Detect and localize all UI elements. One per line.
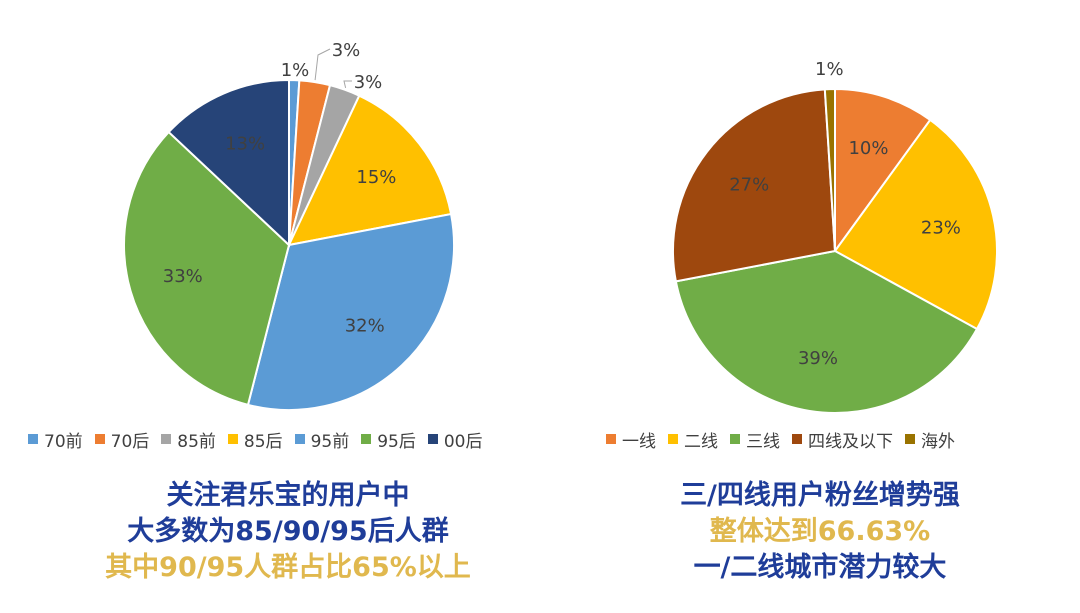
legend-item-0-6: 00后 [427, 427, 483, 452]
legend-swatch [227, 434, 238, 444]
legend-label: 四线及以下 [808, 431, 893, 452]
slice-label-1-4: 1% [815, 59, 844, 80]
legend-label: 95前 [310, 431, 350, 452]
legend-swatch [730, 434, 740, 444]
legend-label: 95后 [377, 431, 416, 452]
pie-slice-0-4 [246, 212, 456, 411]
pie-chart-city-tiers: 10% 23% 39% 27% 1% [672, 59, 998, 414]
legend-swatch [606, 434, 616, 444]
legend-item-0-2: 85前 [161, 427, 216, 452]
pie-slice-0-5 [123, 130, 291, 407]
legend-swatch [28, 434, 38, 444]
legend-city-tiers: 一线 二线 三线 四线及以下 海外 [606, 427, 955, 452]
legend-label: 三线 [746, 431, 780, 452]
pie-slice-1-3 [672, 88, 837, 283]
legend-swatch [361, 434, 372, 444]
legend-label: 70后 [110, 431, 150, 452]
legend-item-1-0: 一线 [606, 427, 656, 452]
caption-right: 三/四线用户粉丝增势强 整体达到66.63% 一/二线城市潜力较大 [590, 478, 1050, 586]
caption-right-line-3: 一/二线城市潜力较大 [693, 552, 947, 583]
legend-item-1-3: 四线及以下 [792, 427, 893, 452]
legend-label: 一线 [622, 431, 656, 452]
caption-left-line-3: 其中90/95人群占比65%以上 [105, 552, 471, 583]
legend-swatch [905, 434, 915, 444]
legend-swatch [427, 434, 438, 444]
slice-label-0-0: 1% [281, 60, 310, 81]
slice-label-1-2: 39% [798, 348, 838, 369]
slice-label-1-3: 27% [729, 175, 769, 196]
slice-label-1-1: 23% [921, 217, 961, 238]
pie-slice-1-1 [833, 118, 998, 331]
legend-label: 二线 [684, 431, 718, 452]
slice-label-0-1: 3% [332, 40, 361, 61]
legend-swatch [294, 434, 305, 444]
legend-label: 85前 [177, 431, 216, 452]
legend-swatch [161, 434, 172, 444]
caption-right-line-2: 整体达到66.63% [709, 516, 931, 547]
pie-slice-0-3 [287, 94, 453, 247]
pie-slice-1-0 [834, 87, 932, 255]
legend-label: 70前 [44, 431, 83, 452]
caption-left-line-2: 大多数为85/90/95后人群 [127, 516, 449, 547]
caption-right-line-1: 三/四线用户粉丝增势强 [680, 480, 960, 511]
slice-label-0-6: 13% [225, 134, 265, 155]
legend-label: 85后 [243, 431, 283, 452]
legend-item-1-1: 二线 [668, 427, 718, 452]
legend-age-groups: 70前 70后 85前 85后 95前 95后 00后 [28, 427, 483, 452]
legend-label: 海外 [921, 431, 955, 452]
legend-item-0-5: 95后 [361, 427, 416, 452]
legend-item-1-4: 海外 [905, 427, 955, 452]
legend-item-1-2: 三线 [730, 427, 780, 452]
legend-item-0-1: 70后 [94, 427, 150, 452]
legend-swatch [668, 434, 678, 444]
slice-label-0-4: 32% [345, 316, 385, 337]
slice-label-1-0: 10% [848, 138, 888, 159]
pie-slice-0-6 [167, 78, 290, 248]
slice-label-0-2: 3% [354, 72, 383, 93]
legend-swatch [792, 434, 802, 444]
legend-item-0-4: 95前 [294, 427, 350, 452]
legend-swatch [94, 434, 105, 444]
pie-slice-1-4 [823, 87, 836, 252]
slice-label-0-5: 33% [163, 266, 203, 287]
caption-left: 关注君乐宝的用户中 大多数为85/90/95后人群 其中90/95人群占比65%… [58, 478, 518, 586]
legend-label: 00后 [443, 431, 483, 452]
caption-left-line-1: 关注君乐宝的用户中 [166, 480, 410, 511]
legend-item-0-0: 70前 [28, 427, 83, 452]
leader-line [343, 80, 352, 89]
pie-slice-1-2 [674, 249, 979, 414]
slice-label-0-3: 15% [356, 167, 396, 188]
legend-item-0-3: 85后 [227, 427, 283, 452]
pie-chart-age-groups: 1% 3% 3% 15% 32% 33% 13% [123, 40, 456, 411]
leader-line [314, 48, 331, 81]
